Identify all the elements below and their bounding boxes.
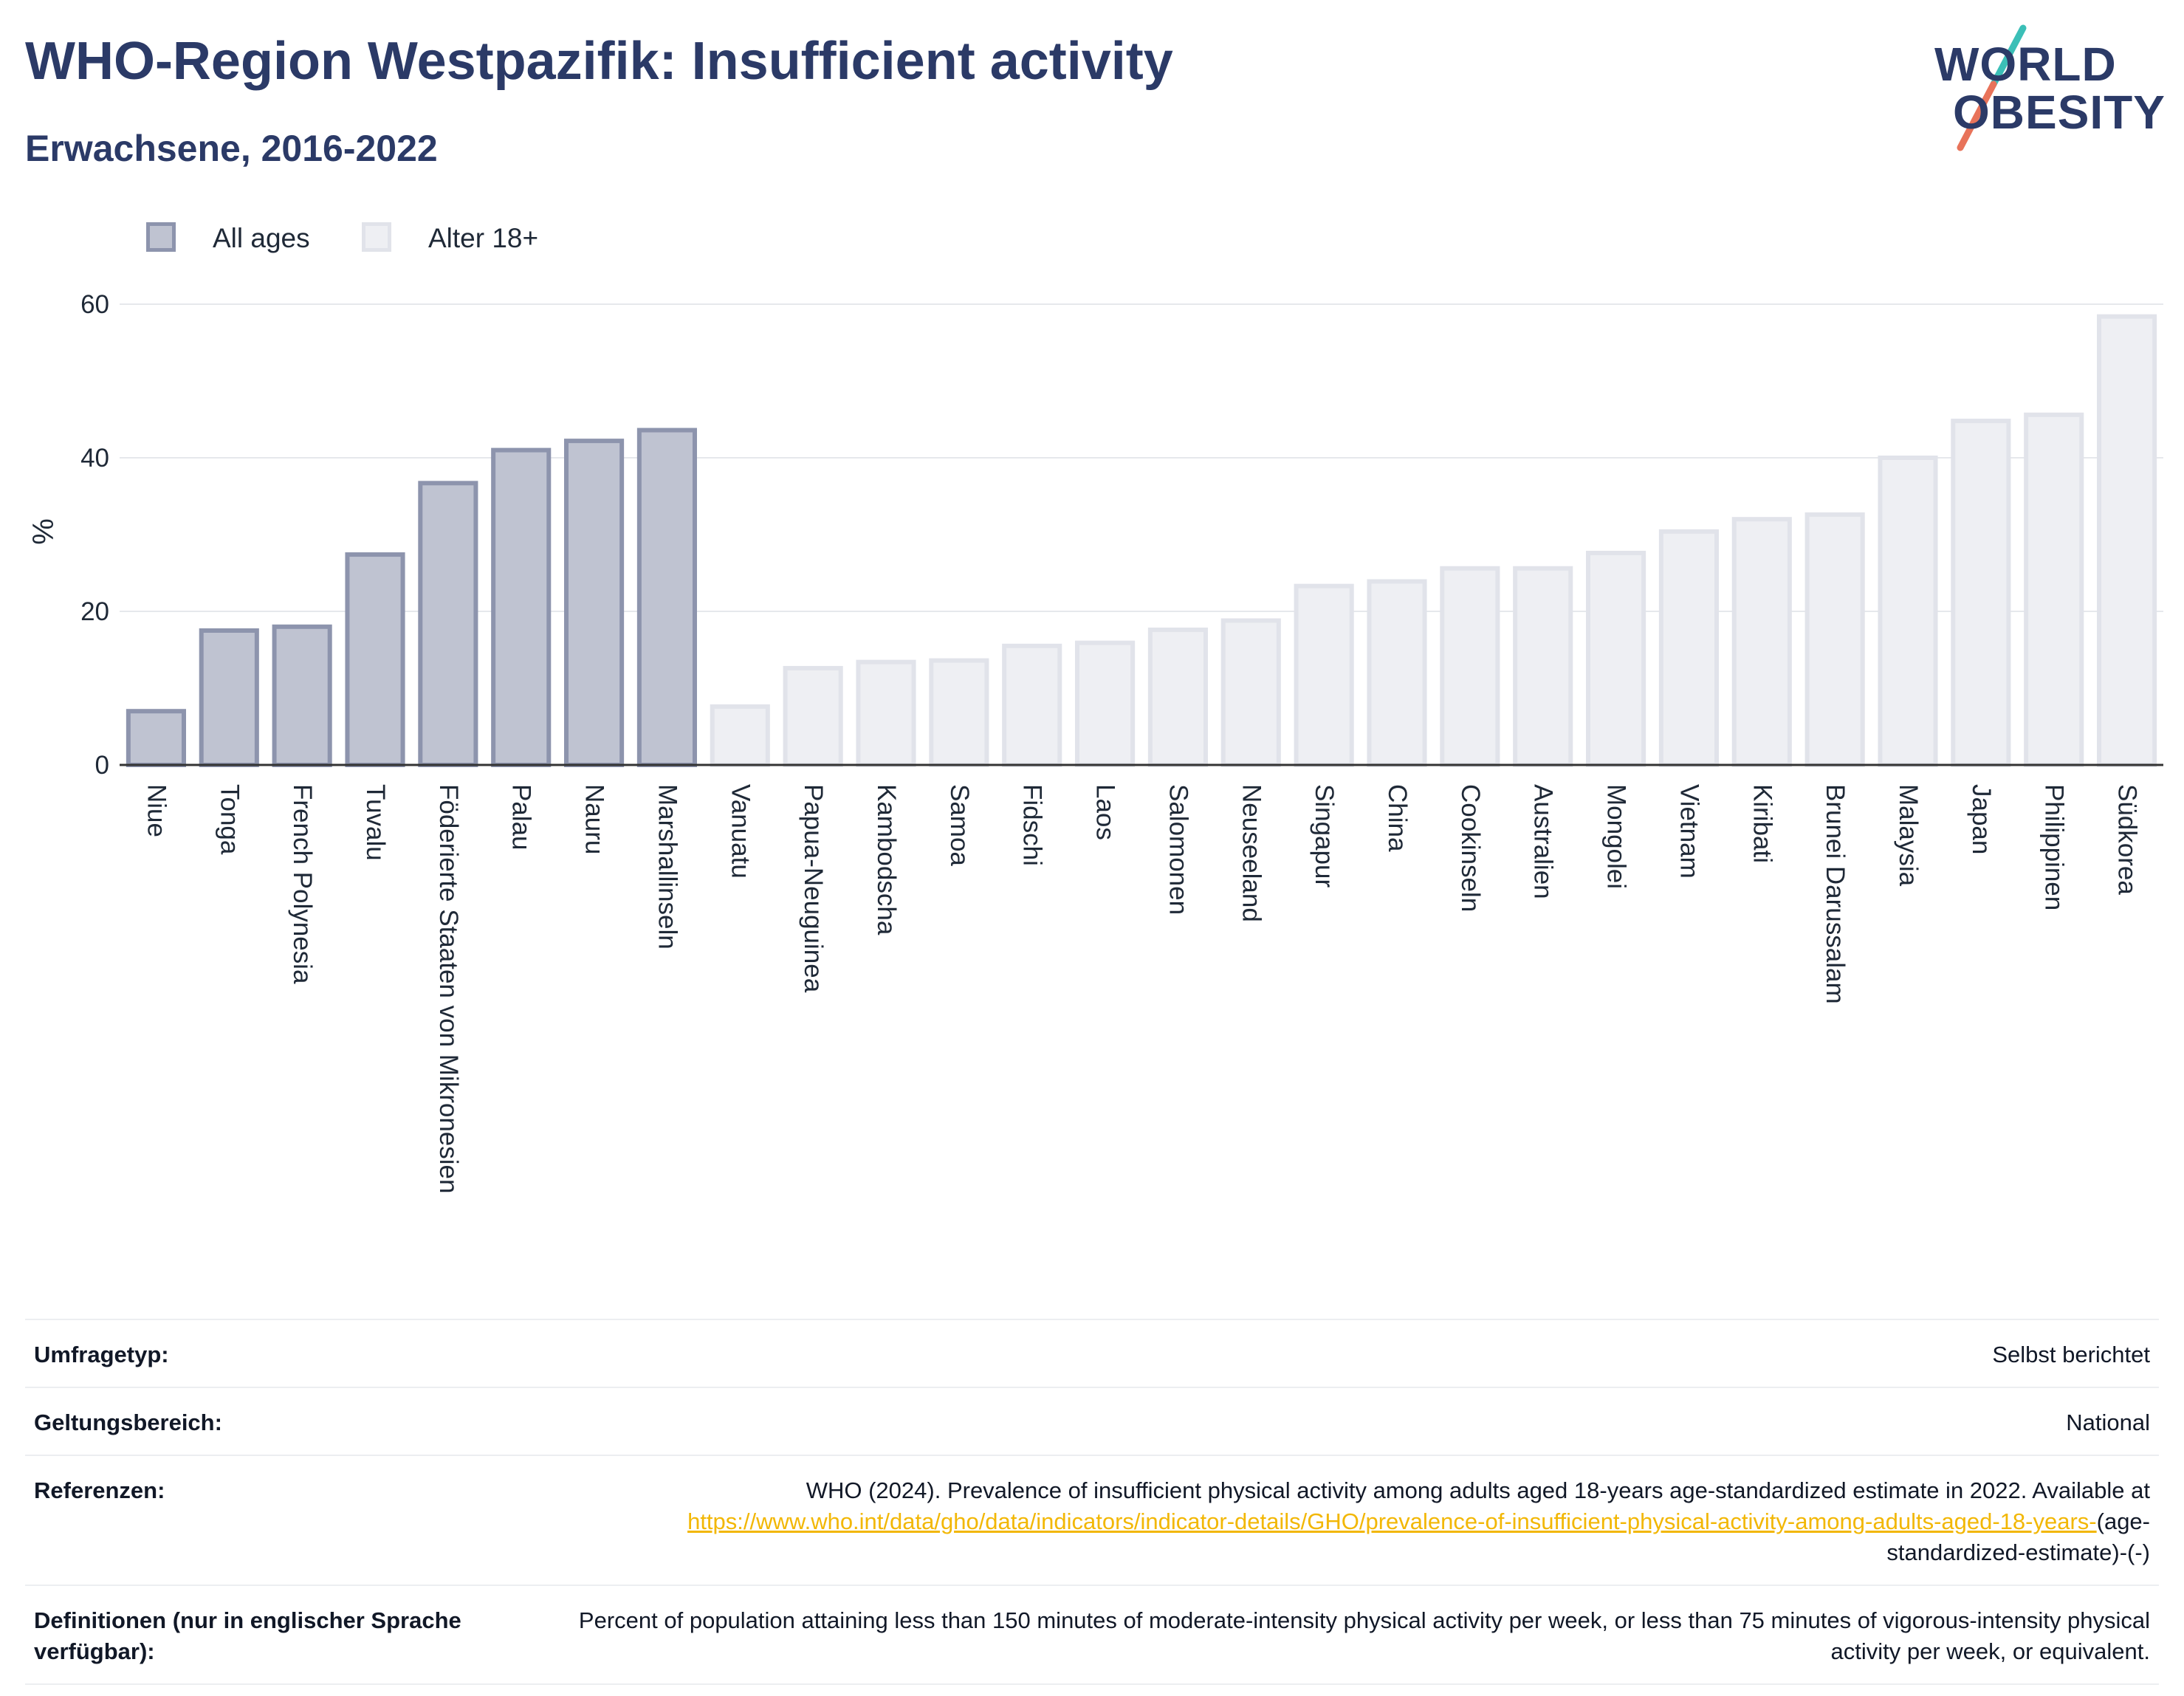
legend-swatch-alter-18	[362, 222, 391, 252]
bar	[564, 439, 625, 767]
y-tick-label: 60	[80, 290, 109, 319]
x-tick-label: Mongolei	[1602, 784, 1631, 889]
y-tick-label: 0	[95, 751, 109, 780]
x-tick-label: Niue	[142, 784, 171, 837]
x-tick-label: Papua-Neuguinea	[799, 784, 828, 993]
logo-slash-icon	[1957, 24, 2027, 151]
x-tick-label: Marshallinseln	[653, 784, 681, 950]
bar	[199, 628, 259, 767]
x-tick-label: Singapur	[1310, 784, 1339, 888]
bar	[126, 709, 186, 768]
bar	[636, 428, 697, 767]
x-tick-label: Kambodscha	[872, 784, 901, 935]
legend-label-alter-18: Alter 18+	[428, 223, 539, 253]
info-label: Referenzen:	[34, 1477, 165, 1503]
x-tick-label: Australien	[1529, 784, 1558, 899]
bar	[418, 481, 478, 767]
bar	[1804, 512, 1865, 768]
chart-title: WHO-Region Westpazifik: Insufficient act…	[25, 32, 1173, 91]
x-tick-label: China	[1383, 784, 1412, 852]
logo-text-obesity: OBESITY	[1953, 86, 2166, 139]
info-table: Umfragetyp: Selbst berichtet Geltungsber…	[25, 1319, 2159, 1685]
x-tick-label: Japan	[1967, 784, 1996, 854]
x-tick-label: Cookinseln	[1456, 784, 1485, 912]
info-row-coverage: Geltungsbereich: National	[25, 1387, 2159, 1455]
info-label: Geltungsbereich:	[34, 1410, 222, 1435]
x-tick-label: Vietnam	[1675, 784, 1703, 879]
x-tick-label: Laos	[1091, 784, 1120, 840]
info-label: Definitionen (nur in englischer Sprache …	[34, 1607, 461, 1664]
bar	[272, 624, 332, 767]
info-row-definitions: Definitionen (nur in englischer Sprache …	[25, 1585, 2159, 1685]
chart-subtitle: Erwachsene, 2016-2022	[25, 128, 438, 169]
x-tick-label: Vanuatu	[726, 784, 755, 879]
bar	[1586, 550, 1646, 768]
x-tick-label: Fidschi	[1018, 784, 1047, 866]
reference-text: WHO (2024). Prevalence of insufficient p…	[806, 1477, 2150, 1503]
bar	[1878, 456, 1938, 767]
bar	[2097, 314, 2157, 767]
reference-suffix: (age-standardized-estimate)-(-)	[1886, 1508, 2150, 1565]
bar	[929, 658, 989, 767]
bar	[345, 552, 405, 767]
y-tick-label: 40	[80, 444, 109, 473]
bar	[1147, 627, 1208, 768]
bar	[1075, 640, 1136, 768]
bar	[1294, 583, 1354, 767]
x-tick-label: Brunei Darussalam	[1821, 784, 1850, 1004]
x-tick-label: Südkorea	[2113, 784, 2142, 895]
bar	[1440, 566, 1500, 767]
x-tick-label: Tuvalu	[361, 784, 390, 861]
bar	[1731, 517, 1792, 767]
bar	[856, 659, 916, 768]
bar	[491, 447, 552, 767]
x-tick-label: Samoa	[945, 784, 974, 866]
x-tick-label: Nauru	[580, 784, 609, 854]
bar	[783, 665, 843, 768]
info-value: WHO (2024). Prevalence of insufficient p…	[566, 1475, 2150, 1568]
bar	[1658, 529, 1719, 768]
bar	[710, 704, 770, 768]
x-tick-label: French Polynesia	[288, 784, 317, 984]
x-tick-label: Kiribati	[1748, 784, 1776, 863]
x-tick-label: Philippinen	[2040, 784, 2069, 910]
x-tick-label: Neuseeland	[1237, 784, 1266, 922]
y-tick-label: 20	[80, 597, 109, 626]
info-value: Percent of population attaining less tha…	[578, 1607, 2150, 1664]
bar	[1513, 566, 1573, 767]
x-tick-label: Föderierte Staaten von Mikronesien	[434, 784, 463, 1193]
info-row-survey-type: Umfragetyp: Selbst berichtet	[25, 1319, 2159, 1387]
legend-label-all-ages: All ages	[213, 223, 310, 253]
legend-swatch-all-ages	[146, 222, 176, 252]
x-tick-label: Tonga	[215, 784, 244, 855]
bar	[1951, 419, 2011, 768]
reference-link[interactable]: https://www.who.int/data/gho/data/indica…	[687, 1508, 2097, 1534]
world-obesity-logo: WORLD OBESITY	[1920, 22, 2171, 155]
x-tick-label: Salomonen	[1164, 784, 1192, 915]
info-value: National	[2066, 1410, 2150, 1435]
bar	[1002, 643, 1062, 767]
bar	[1367, 579, 1427, 767]
bar	[1220, 618, 1281, 767]
info-value: Selbst berichtet	[1992, 1342, 2150, 1367]
x-tick-label: Malaysia	[1894, 784, 1923, 887]
bar-chart: 0 20 40 60% Niue Tonga French Polynesia Tuvalu F…	[27, 290, 2163, 1193]
y-axis-label: %	[27, 518, 60, 545]
bar	[2024, 412, 2084, 767]
info-label: Umfragetyp:	[34, 1342, 169, 1367]
info-row-references: Referenzen: WHO (2024). Prevalence of in…	[25, 1455, 2159, 1585]
logo-text-world: WORLD	[1934, 38, 2117, 91]
x-tick-label: Palau	[507, 784, 536, 851]
